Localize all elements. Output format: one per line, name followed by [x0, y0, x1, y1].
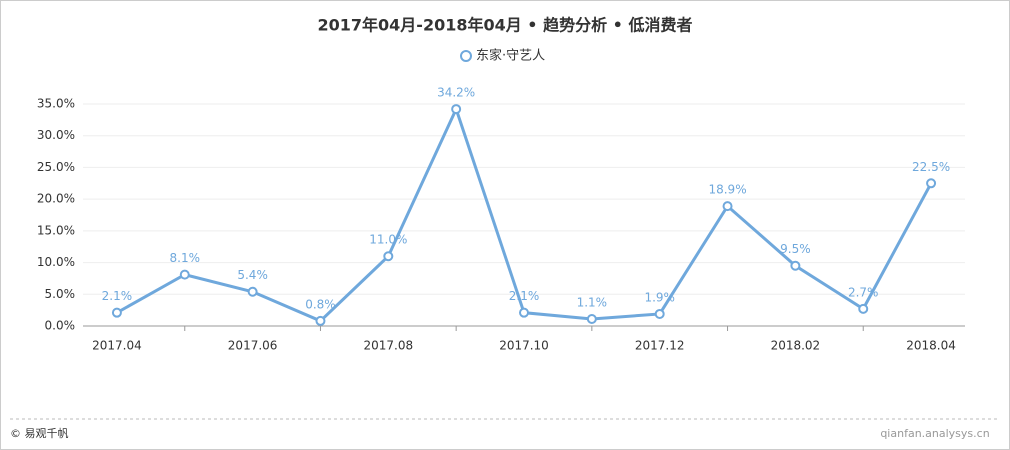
point: [654, 308, 665, 319]
point: [722, 201, 733, 212]
data-label: 9.5%: [780, 242, 811, 256]
x-tick-label: 2017.08: [363, 339, 413, 353]
x-tick-label: 2017.04: [92, 339, 142, 353]
y-tick-label: 25.0%: [37, 160, 75, 174]
point: [586, 314, 597, 325]
x-tick-label: 2018.04: [906, 339, 956, 353]
y-tick-label: 35.0%: [37, 97, 75, 111]
point: [247, 286, 258, 297]
point: [179, 269, 190, 280]
x-tick-label: 2017.12: [635, 339, 685, 353]
y-tick-label: 20.0%: [37, 192, 75, 206]
x-tick-label: 2017.10: [499, 339, 549, 353]
data-label: 22.5%: [912, 160, 950, 174]
point: [383, 251, 394, 262]
point: [451, 104, 462, 115]
watermark: qianfan.analysys.cn: [880, 427, 989, 440]
legend-marker: [460, 50, 472, 62]
data-label: 34.2%: [437, 86, 475, 100]
y-tick-label: 5.0%: [45, 287, 76, 301]
data-label: 0.8%: [305, 297, 336, 311]
y-tick-label: 0.0%: [45, 319, 76, 333]
data-label: 2.7%: [848, 285, 879, 299]
y-tick-label: 30.0%: [37, 128, 75, 142]
x-tick-label: 2017.06: [228, 339, 278, 353]
y-tick-label: 10.0%: [37, 255, 75, 269]
point: [315, 315, 326, 326]
data-label: 1.9%: [644, 290, 675, 304]
data-label: 2.1%: [102, 289, 133, 303]
data-label: 8.1%: [170, 251, 201, 265]
point: [111, 307, 122, 318]
data-label: 2.1%: [509, 289, 540, 303]
copyright: © 易观千帆: [10, 426, 69, 440]
data-label: 5.4%: [237, 268, 268, 282]
point: [858, 303, 869, 314]
chart-title: 2017年04月-2018年04月 • 趋势分析 • 低消费者: [318, 16, 693, 35]
data-label: 11.0%: [369, 233, 407, 247]
data-label: 1.1%: [577, 296, 608, 310]
point: [926, 178, 937, 189]
data-label: 18.9%: [708, 183, 746, 197]
point: [790, 260, 801, 271]
point: [519, 307, 529, 318]
y-tick-label: 15.0%: [37, 223, 75, 237]
legend-label: 东家·守艺人: [476, 48, 545, 64]
x-tick-label: 2018.02: [771, 339, 821, 353]
